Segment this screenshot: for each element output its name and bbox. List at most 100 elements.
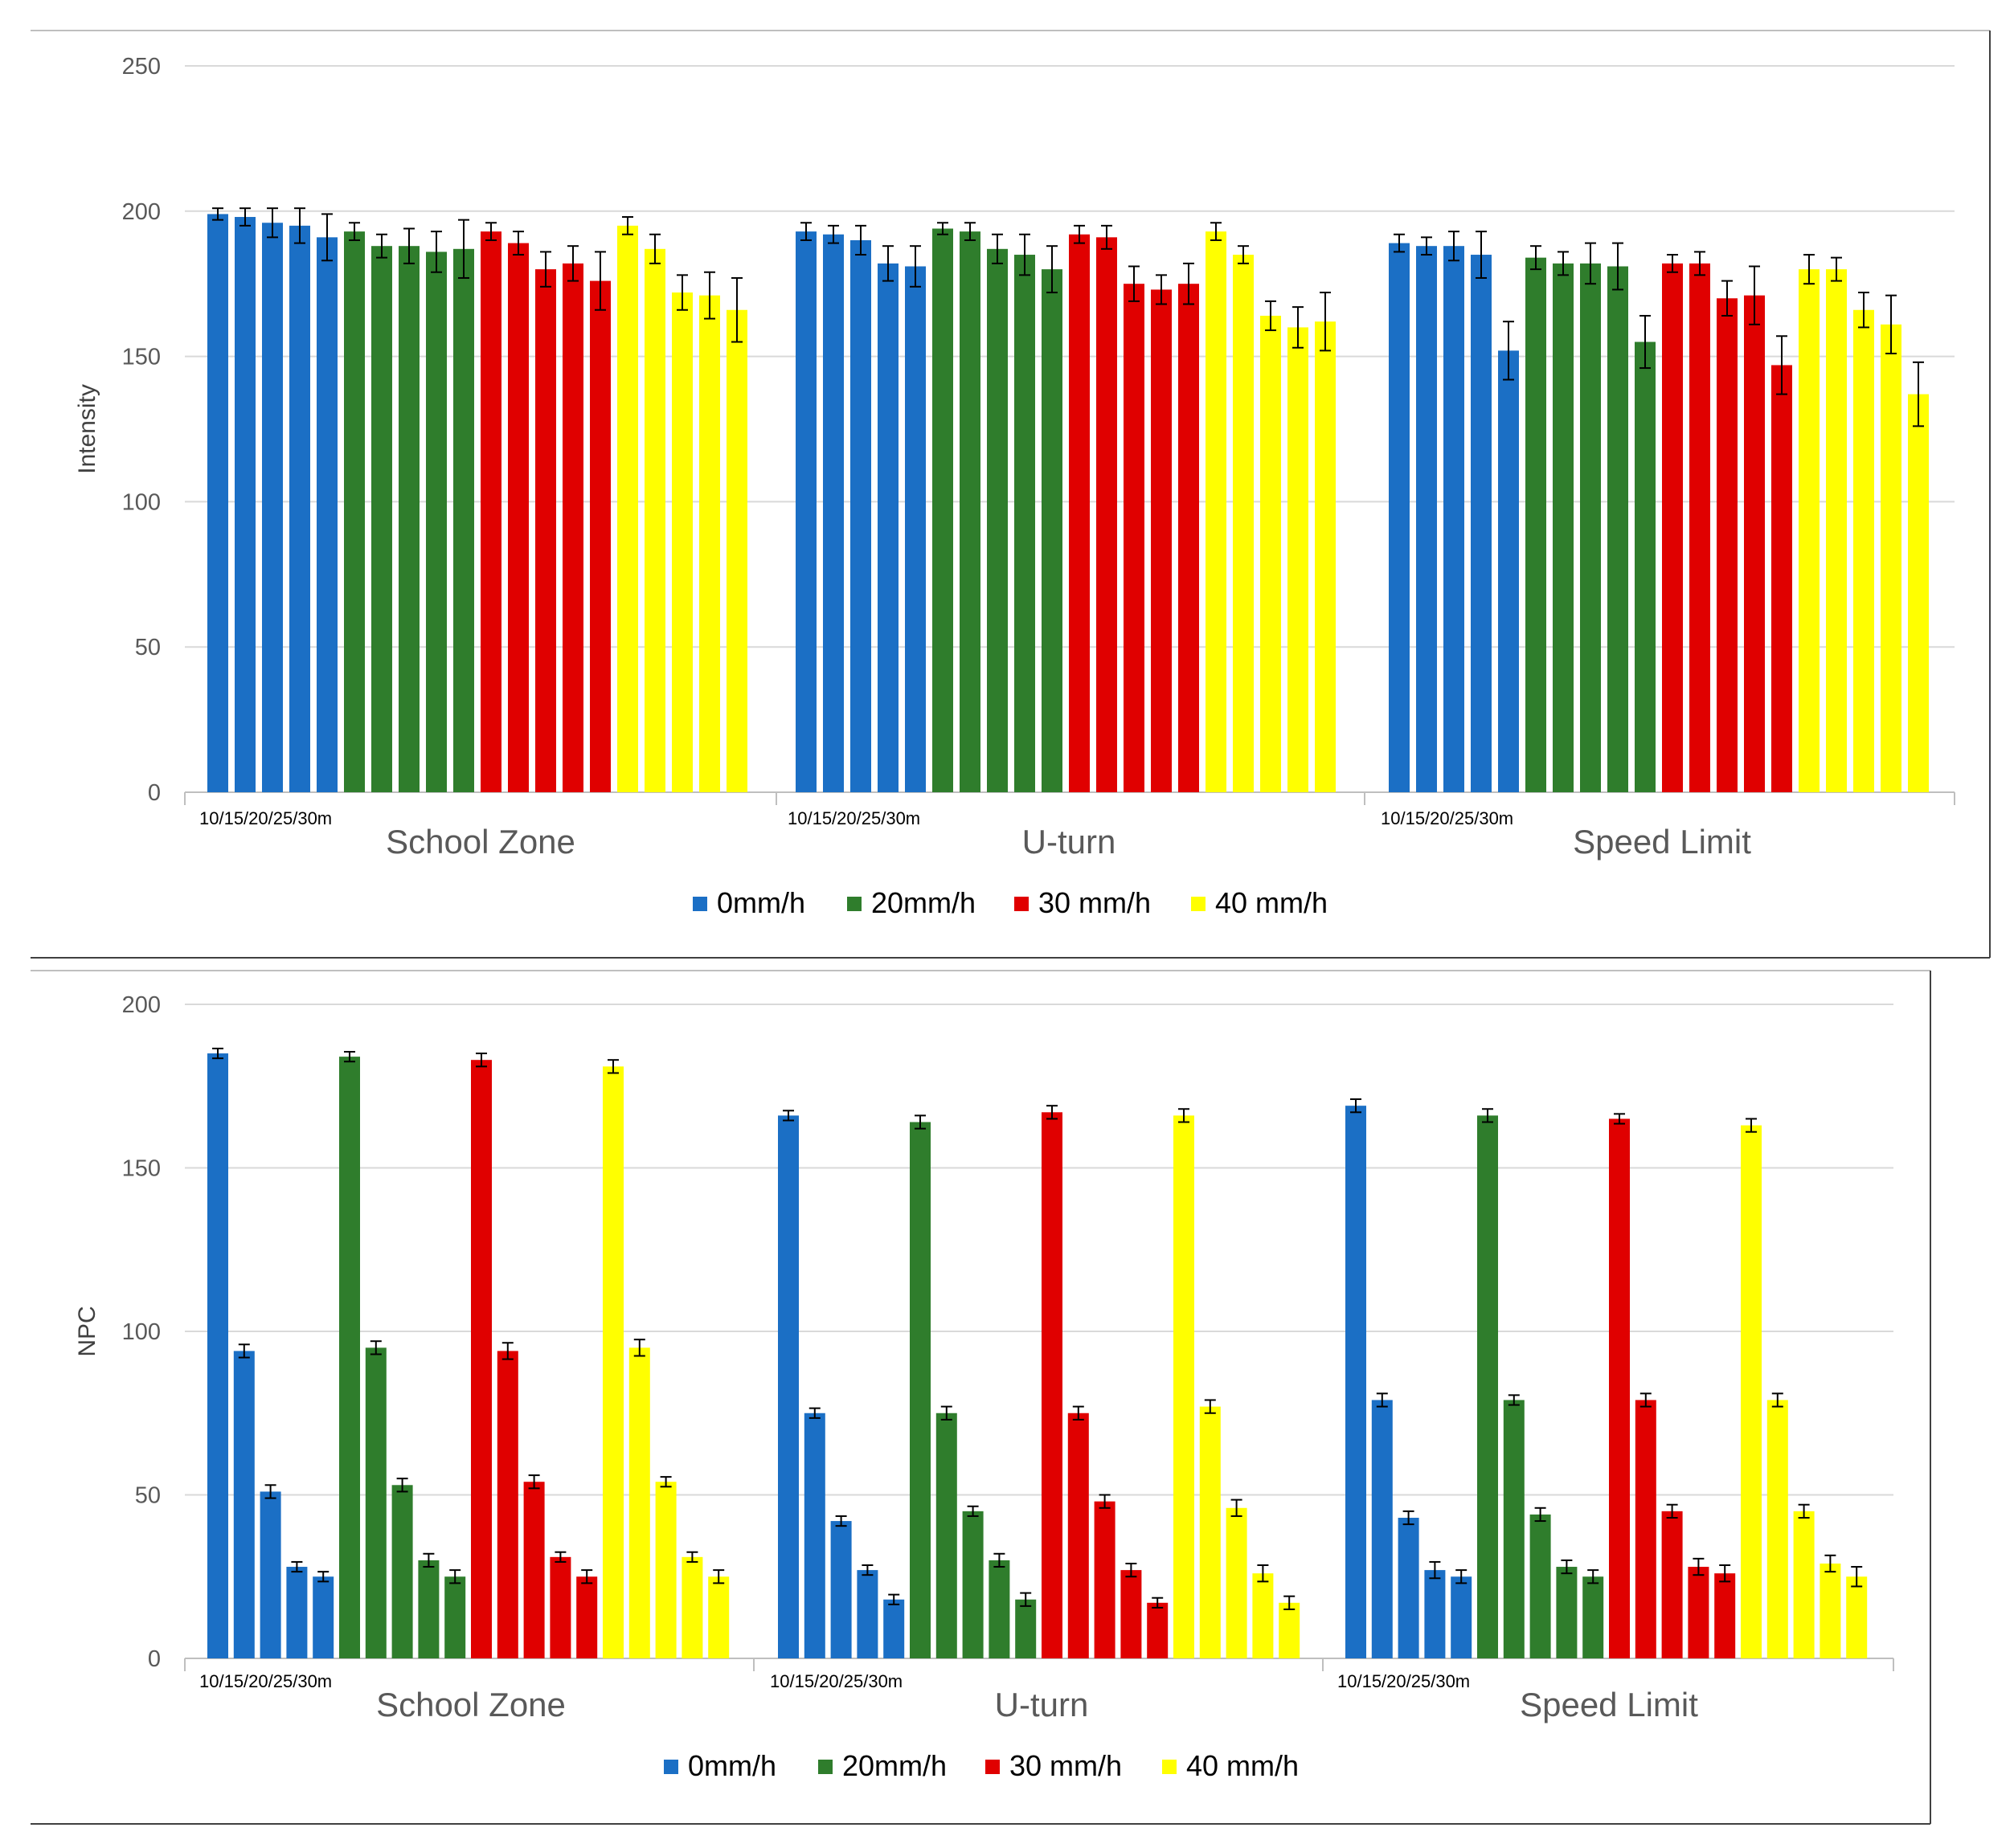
y-axis-title: NPC xyxy=(74,1306,100,1356)
bar-school-zone-30-mm-h-10m xyxy=(471,1060,492,1658)
bar-speed-limit-30-mm-h-30m xyxy=(1714,1573,1736,1658)
bar-u-turn-40-mm-h-20m xyxy=(1260,315,1281,792)
error-bar xyxy=(1394,233,1405,253)
y-tick-label: 0 xyxy=(148,780,161,806)
error-bar xyxy=(862,1564,874,1576)
bar-u-turn-0mm-h-10m xyxy=(796,231,817,792)
error-bar xyxy=(622,216,633,235)
bar-speed-limit-20mm-h-15m xyxy=(1503,1400,1525,1658)
bar-school-zone-0mm-h-10m xyxy=(207,1053,228,1658)
bar-speed-limit-20mm-h-25m xyxy=(1556,1567,1578,1658)
error-bar xyxy=(1667,254,1678,273)
x-category-label: U-turn xyxy=(1022,823,1116,861)
bar-u-turn-20mm-h-30m xyxy=(1042,269,1062,792)
bar-school-zone-40-mm-h-20m xyxy=(672,292,693,793)
bar-school-zone-20mm-h-20m xyxy=(399,246,420,792)
bar-speed-limit-0mm-h-10m xyxy=(1389,243,1410,792)
legend-label: 0mm/h xyxy=(688,1749,776,1782)
bar-school-zone-40-mm-h-10m xyxy=(617,225,638,792)
error-bar xyxy=(238,1343,250,1359)
legend-label: 30 mm/h xyxy=(1038,886,1151,919)
bar-school-zone-0mm-h-15m xyxy=(235,217,256,793)
bar-speed-limit-20mm-h-25m xyxy=(1607,266,1628,792)
bar-u-turn-30-mm-h-30m xyxy=(1147,1602,1169,1658)
bar-school-zone-30-mm-h-20m xyxy=(535,269,556,792)
bar-u-turn-30-mm-h-20m xyxy=(1094,1501,1115,1658)
error-bar xyxy=(1046,245,1058,294)
error-bar xyxy=(396,1478,408,1493)
y-tick-label: 250 xyxy=(122,54,161,80)
error-bar xyxy=(239,207,251,227)
legend-swatch xyxy=(1162,1760,1177,1774)
bar-school-zone-20mm-h-30m xyxy=(453,248,474,793)
bar-u-turn-20mm-h-20m xyxy=(987,248,1008,793)
error-bar xyxy=(1614,1113,1625,1125)
error-bar xyxy=(1746,1118,1757,1133)
error-bar xyxy=(686,1551,698,1563)
error-bar xyxy=(882,245,894,282)
error-bar xyxy=(513,231,524,256)
legend-label: 40 mm/h xyxy=(1215,886,1328,919)
bar-school-zone-30-mm-h-15m xyxy=(497,1351,518,1658)
error-bar xyxy=(294,207,305,244)
bar-speed-limit-30-mm-h-15m xyxy=(1635,1400,1656,1658)
bar-u-turn-20mm-h-25m xyxy=(1014,255,1035,792)
error-bar xyxy=(704,271,715,320)
bar-school-zone-40-mm-h-30m xyxy=(727,309,747,792)
error-bar xyxy=(1099,1494,1111,1509)
bar-school-zone-0mm-h-25m xyxy=(289,225,310,792)
error-bar xyxy=(1719,1564,1731,1583)
legend-swatch xyxy=(1191,897,1206,911)
legend-label: 20mm/h xyxy=(871,886,976,919)
legend-item-40-mm-h: 40 mm/h xyxy=(1162,1749,1299,1782)
error-bar xyxy=(1156,274,1167,305)
bar-u-turn-0mm-h-30m xyxy=(905,266,926,792)
bar-school-zone-0mm-h-25m xyxy=(286,1567,308,1658)
legend-swatch xyxy=(664,1760,678,1774)
error-bar xyxy=(212,207,223,221)
error-bar xyxy=(1482,1108,1493,1123)
bar-school-zone-30-mm-h-30m xyxy=(576,1576,598,1658)
bar-u-turn-20mm-h-15m xyxy=(960,231,980,792)
error-bar xyxy=(1072,1405,1084,1421)
bar-speed-limit-30-mm-h-25m xyxy=(1744,295,1765,792)
error-bar xyxy=(403,227,415,264)
error-bar xyxy=(964,222,976,241)
error-bar xyxy=(633,1339,645,1357)
error-bar xyxy=(1448,231,1459,262)
error-bar xyxy=(1503,321,1514,381)
error-bar xyxy=(1831,256,1842,282)
bar-u-turn-0mm-h-15m xyxy=(804,1413,825,1658)
error-bar xyxy=(1694,251,1705,276)
error-bar xyxy=(1666,1503,1678,1519)
legend-item-40-mm-h: 40 mm/h xyxy=(1191,886,1328,919)
error-bar xyxy=(1561,1559,1573,1575)
group-distance-label: 10/15/20/25/30m xyxy=(199,1671,332,1691)
bar-school-zone-20mm-h-15m xyxy=(371,246,392,792)
error-bar xyxy=(1534,1507,1546,1523)
error-bar xyxy=(540,251,551,288)
bar-school-zone-40-mm-h-15m xyxy=(645,248,665,793)
error-bar xyxy=(1125,1562,1137,1578)
bar-speed-limit-30-mm-h-30m xyxy=(1771,365,1792,792)
error-bar xyxy=(677,274,688,311)
bar-speed-limit-40-mm-h-15m xyxy=(1766,1400,1788,1658)
bar-u-turn-40-mm-h-20m xyxy=(1226,1507,1247,1658)
error-bar xyxy=(1320,292,1331,352)
error-bar xyxy=(855,224,866,256)
legend-label: 30 mm/h xyxy=(1009,1749,1122,1782)
bar-speed-limit-40-mm-h-20m xyxy=(1793,1511,1815,1658)
y-tick-label: 50 xyxy=(135,1483,161,1509)
error-bar xyxy=(1292,306,1304,349)
error-bar xyxy=(1771,1392,1783,1408)
error-bar xyxy=(376,233,387,259)
error-bar xyxy=(458,219,469,279)
error-bar xyxy=(321,213,333,262)
error-bar xyxy=(828,224,839,244)
bar-speed-limit-20mm-h-30m xyxy=(1635,341,1656,792)
error-bar xyxy=(915,1114,926,1130)
y-tick-label: 0 xyxy=(148,1646,161,1672)
bar-u-turn-20mm-h-10m xyxy=(932,228,953,793)
x-category-label: Speed Limit xyxy=(1573,823,1751,861)
bar-school-zone-20mm-h-10m xyxy=(339,1057,360,1658)
